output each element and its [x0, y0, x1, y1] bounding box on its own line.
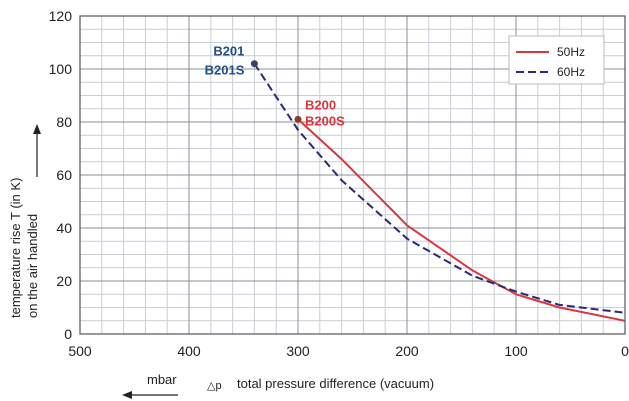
series-line-60hz [253, 63, 626, 314]
x-axis-arrow-head [122, 391, 132, 399]
y-tick-label: 40 [56, 220, 72, 236]
annotation-marker [250, 60, 258, 68]
legend-box [508, 35, 605, 85]
x-tick-label: 300 [286, 343, 310, 359]
x-axis-title: mbar △p total pressure difference (vacuu… [122, 372, 434, 399]
y-tick-label: 120 [49, 8, 73, 24]
y-tick-label: 0 [64, 326, 72, 342]
legend-label-50hz: 50Hz [557, 45, 585, 59]
annotation-label: B201 [213, 44, 244, 59]
y-tick-label: 80 [56, 114, 72, 130]
x-tick-label: 500 [68, 343, 92, 359]
y-axis-arrow-head [33, 124, 41, 134]
x-tick-label: 0 [621, 343, 629, 359]
x-axis-unit: mbar [147, 372, 177, 387]
annotation-label: B200 [305, 97, 336, 112]
x-tick-label: 100 [504, 343, 528, 359]
annotation-marker [294, 115, 302, 123]
y-tick-label: 60 [56, 167, 72, 183]
y-tick-label: 20 [56, 273, 72, 289]
y-axis-title-line1: temperature rise T (in K) [8, 178, 23, 318]
x-tick-label: 200 [395, 343, 419, 359]
annotation-label: B201S [205, 63, 245, 78]
x-tick-label: 400 [177, 343, 201, 359]
tick-labels: 500 400 300 200 100 0 0 20 40 60 80 100 120 [49, 8, 629, 359]
series-line-50hz [297, 118, 626, 322]
legend: 50Hz 60Hz [508, 35, 605, 85]
annotation-label: B200S [305, 113, 345, 128]
legend-label-60hz: 60Hz [557, 65, 585, 79]
y-axis-title: temperature rise T (in K) on the air han… [8, 124, 41, 318]
x-axis-symbol: △p [207, 380, 222, 392]
y-tick-label: 100 [49, 61, 73, 77]
plot-frame [79, 15, 626, 335]
series-layer [253, 63, 626, 322]
x-axis-title-text: total pressure difference (vacuum) [237, 376, 434, 391]
y-axis-title-line2: on the air handled [25, 214, 40, 318]
